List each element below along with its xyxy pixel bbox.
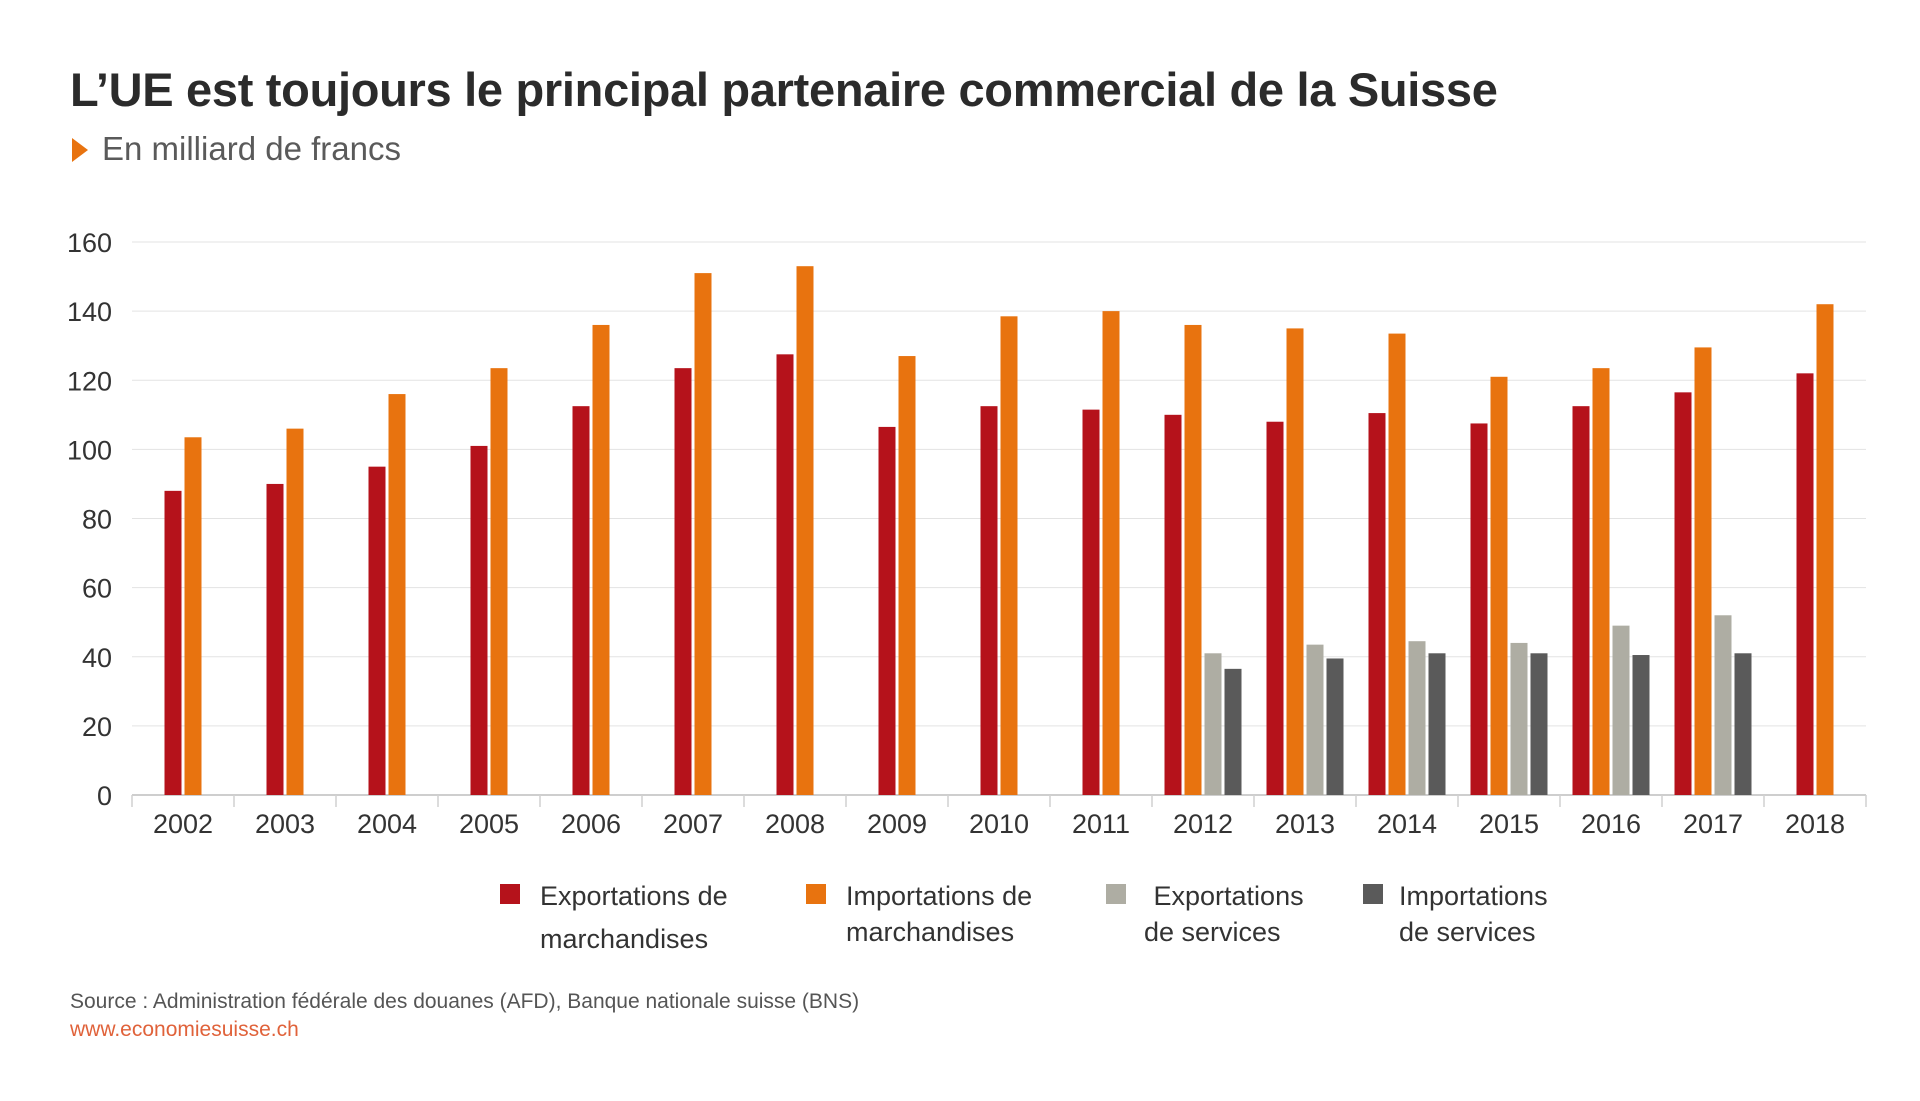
triangle-right-icon (72, 138, 88, 162)
bar (1510, 642, 1528, 795)
bar (490, 368, 508, 795)
x-tick-label: 2009 (867, 809, 927, 839)
legend-label-line2: de services (1399, 917, 1536, 947)
bar (368, 466, 386, 795)
bar (286, 428, 304, 795)
legend-label-line1: Importations de (846, 881, 1033, 911)
bar (1164, 414, 1182, 795)
bar (1816, 304, 1834, 795)
x-tick-label: 2002 (153, 809, 213, 839)
y-tick-label: 140 (67, 297, 112, 327)
bar (1632, 655, 1650, 795)
bar (388, 394, 406, 795)
y-tick-label: 80 (82, 505, 112, 535)
legend-label-line1: Exportations (1146, 881, 1304, 911)
bar (1796, 373, 1814, 795)
bar (470, 445, 488, 795)
bar (1470, 423, 1488, 795)
legend-label-line1: Importations (1399, 881, 1548, 911)
bar (1612, 625, 1630, 795)
bar (1734, 653, 1752, 795)
x-tick-label: 2003 (255, 809, 315, 839)
bar-chart: 0 20 40 60 80 100 120 140 160 2002 2003 2004 2005 200… (67, 228, 1867, 839)
bar (1490, 376, 1508, 795)
bar (1408, 641, 1426, 795)
legend-swatch (806, 884, 826, 904)
y-tick-label: 0 (97, 781, 112, 811)
bar (1266, 421, 1284, 795)
x-tick-label: 2017 (1683, 809, 1743, 839)
bar (1102, 311, 1120, 795)
bar (1674, 392, 1692, 795)
x-tick-label: 2013 (1275, 809, 1335, 839)
y-tick-label: 60 (82, 574, 112, 604)
x-tick-label: 2015 (1479, 809, 1539, 839)
legend-swatch (1106, 884, 1126, 904)
x-tick-label: 2004 (357, 809, 417, 839)
y-tick-label: 160 (67, 228, 112, 258)
legend-label-line2: de services (1144, 917, 1281, 947)
bar (694, 273, 712, 795)
bar (898, 356, 916, 795)
bar (592, 324, 610, 795)
bar (184, 437, 202, 795)
x-tick-label: 2012 (1173, 809, 1233, 839)
bar (1082, 409, 1100, 795)
chart-subtitle: En milliard de francs (102, 130, 401, 167)
bar (796, 266, 814, 796)
bar (1714, 615, 1732, 795)
bar (572, 406, 590, 795)
x-tick-label: 2014 (1377, 809, 1437, 839)
source-note: Source : Administration fédérale des dou… (70, 990, 860, 1013)
legend-label-line2: marchandises (540, 924, 709, 954)
x-tick-label: 2018 (1785, 809, 1845, 839)
bar (1572, 406, 1590, 795)
bar (776, 354, 794, 795)
source-url: www.economiesuisse.ch (70, 1018, 299, 1041)
bar (1326, 658, 1344, 795)
x-tick-label: 2011 (1072, 809, 1130, 839)
legend-swatch (1363, 884, 1383, 904)
legend-label-line2: marchandises (846, 917, 1015, 947)
x-tick-label: 2016 (1581, 809, 1641, 839)
x-tick-label: 2008 (765, 809, 825, 839)
legend-swatch (500, 884, 520, 904)
bar (266, 483, 284, 795)
x-tick-label: 2010 (969, 809, 1029, 839)
bar (674, 368, 692, 795)
y-tick-label: 40 (82, 643, 112, 673)
bar (1184, 324, 1202, 795)
bar (1368, 413, 1386, 795)
x-tick-label: 2005 (459, 809, 519, 839)
bar (1286, 328, 1304, 795)
bar (1592, 368, 1610, 795)
x-tick-label: 2007 (663, 809, 723, 839)
y-tick-label: 20 (82, 712, 112, 742)
y-tick-label: 120 (67, 366, 112, 396)
bar (164, 490, 182, 795)
bar (1224, 668, 1242, 795)
bar (980, 406, 998, 795)
bar (1000, 316, 1018, 795)
bar (1388, 333, 1406, 795)
bar (878, 426, 896, 795)
bar (1530, 653, 1548, 795)
bar (1428, 653, 1446, 795)
bar (1694, 347, 1712, 795)
legend-label-line1: Exportations de (540, 881, 728, 911)
y-tick-label: 100 (67, 435, 112, 465)
x-tick-label: 2006 (561, 809, 621, 839)
chart-title: L’UE est toujours le principal partenair… (70, 63, 1498, 116)
bar (1306, 644, 1324, 795)
bar (1204, 653, 1222, 795)
